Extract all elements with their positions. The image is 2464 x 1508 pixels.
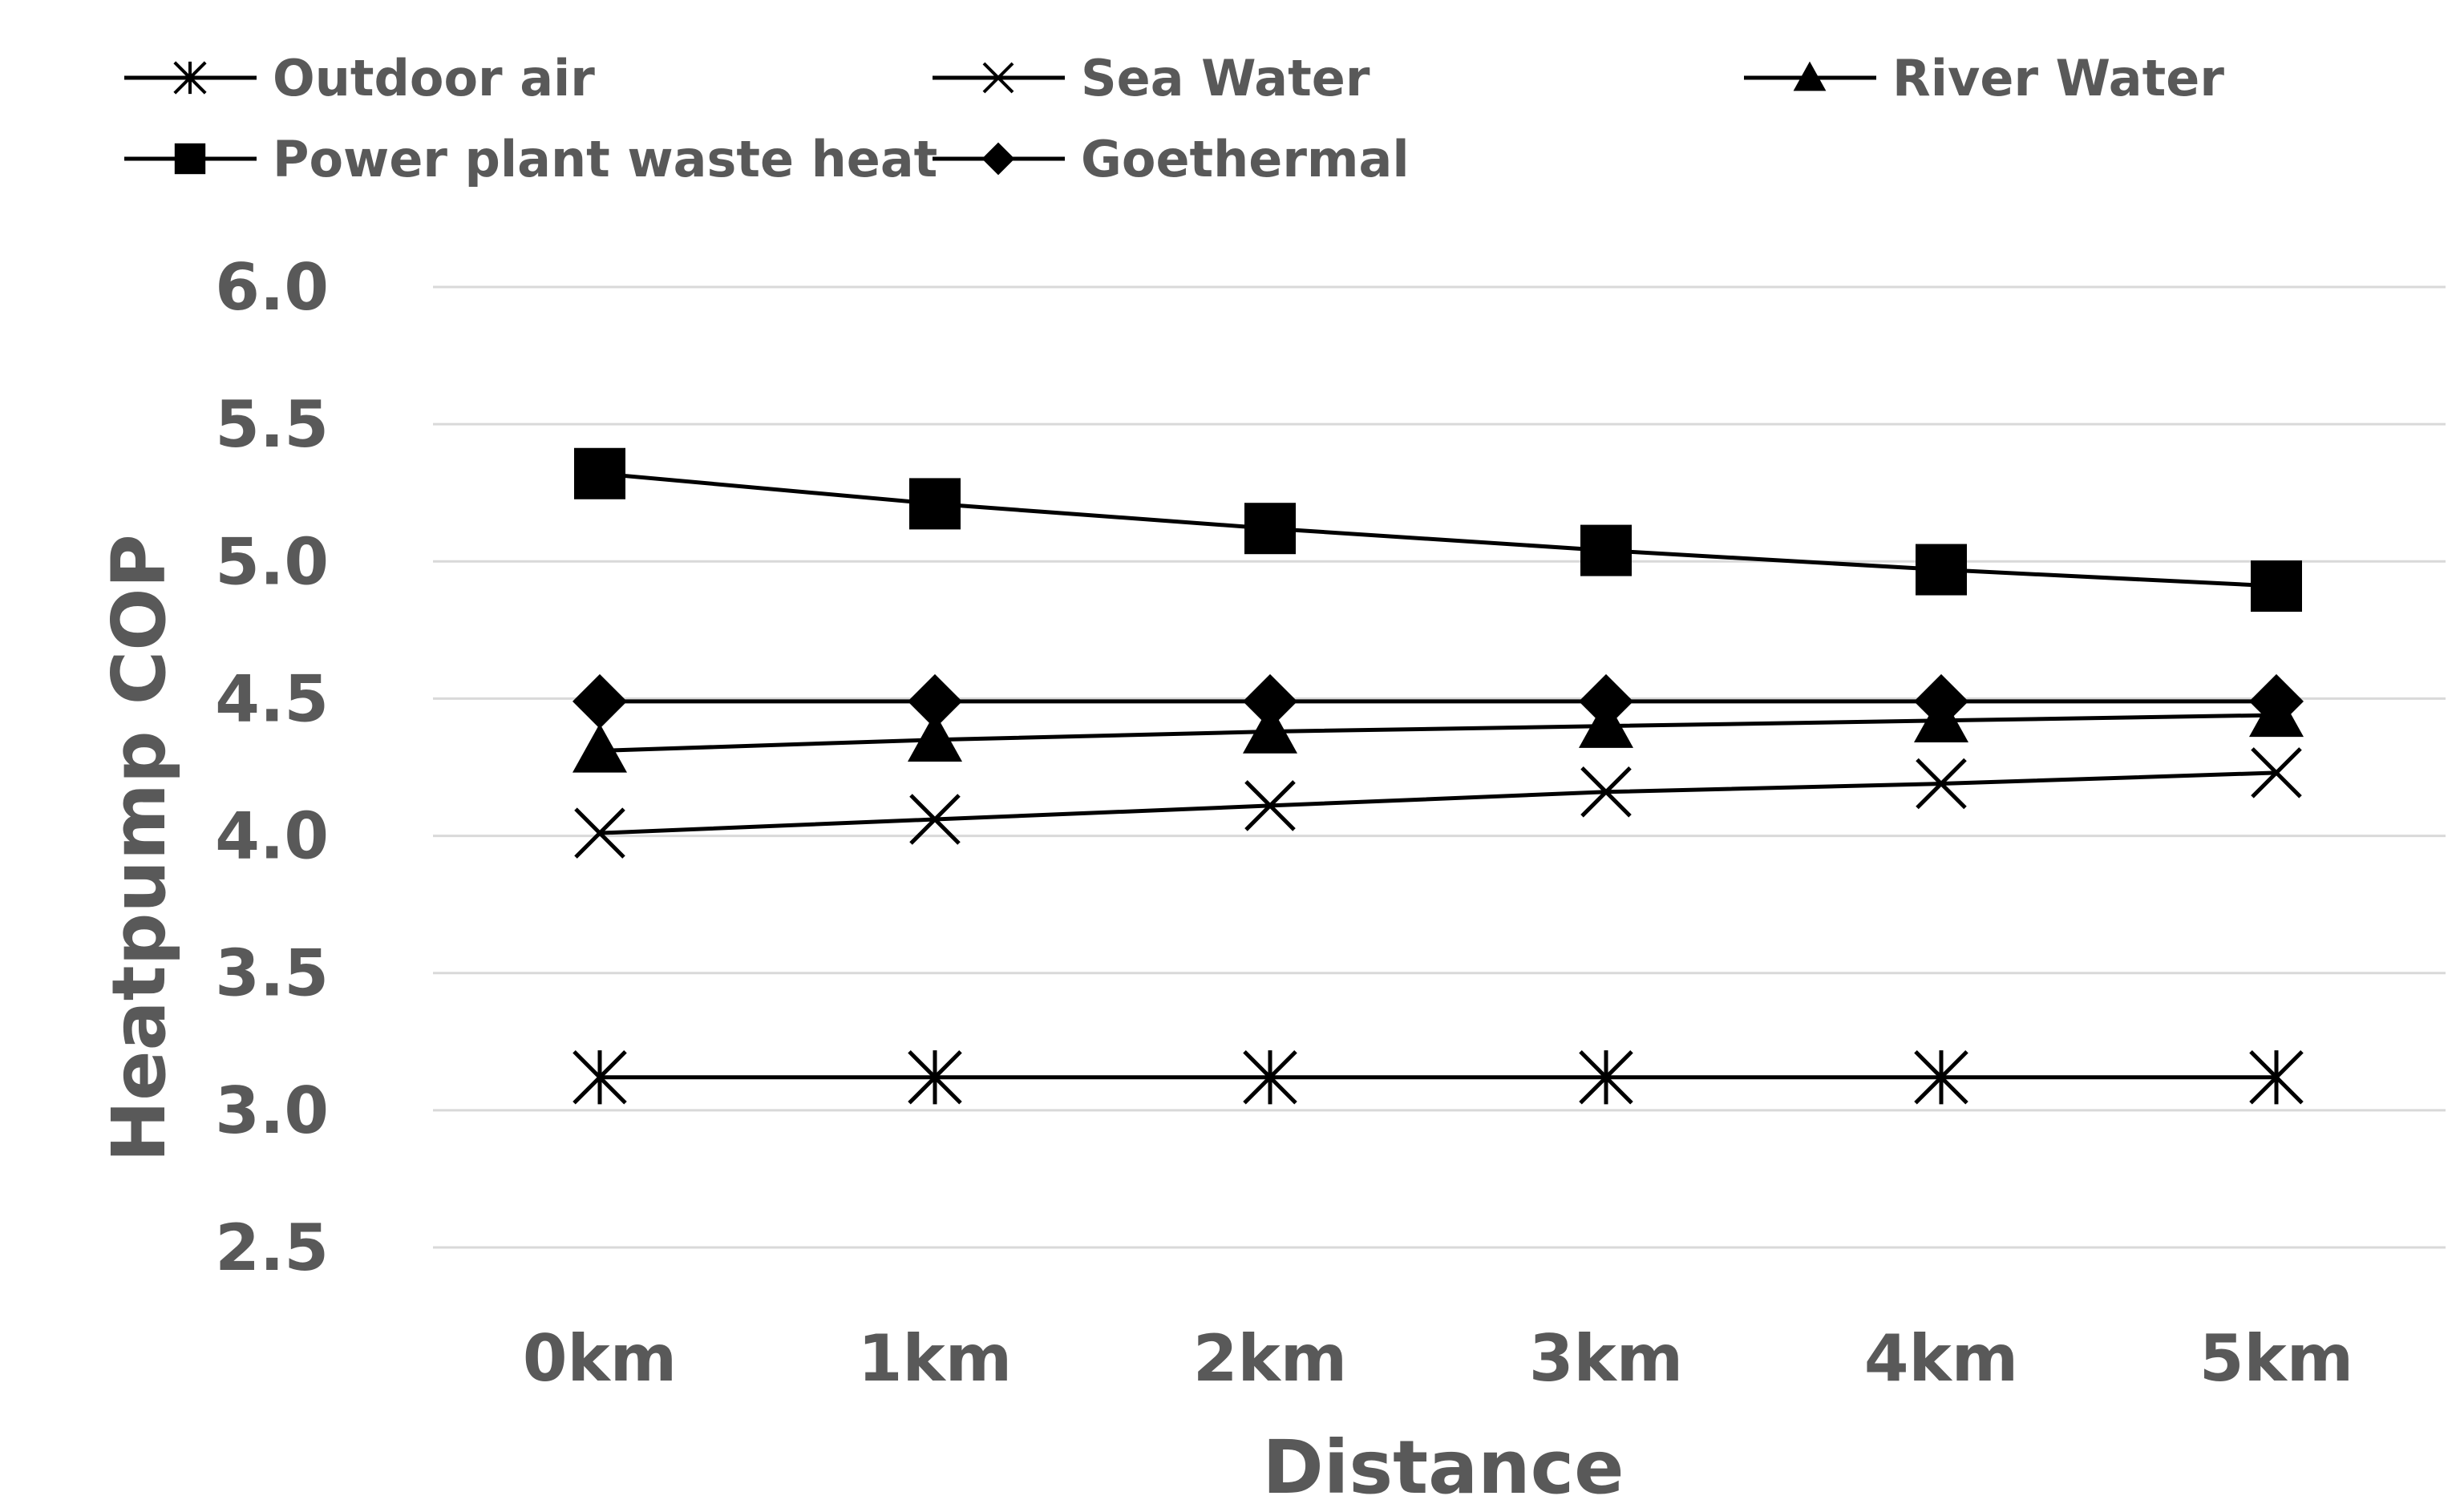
data-point (574, 807, 625, 859)
x-tick-label: 1km (858, 1321, 1012, 1396)
data-point (908, 673, 962, 729)
data-point (2251, 747, 2302, 798)
legend-entry: Goethermal (933, 130, 1410, 188)
series-power-plant-waste-heat (574, 447, 2302, 612)
legend-label: Power plant waste heat (273, 130, 937, 188)
legend-label: Outdoor air (273, 49, 595, 107)
data-point (573, 1050, 627, 1105)
series-goethermal (573, 673, 2304, 729)
y-tick-label: 2.5 (215, 1211, 329, 1285)
y-tick-label: 4.0 (215, 799, 329, 874)
data-point (1580, 766, 1632, 818)
x-axis-ticks: 0km 1km 2km 3km 4km 5km (523, 1321, 2353, 1396)
x-tick-label: 3km (1529, 1321, 1683, 1396)
y-tick-label: 4.5 (215, 661, 329, 736)
data-point (908, 712, 962, 762)
data-point (1580, 524, 1632, 576)
data-point (2251, 560, 2302, 612)
legend-marker (982, 62, 1014, 94)
data-point (573, 723, 627, 773)
series-group (573, 447, 2304, 1105)
data-point (1579, 1050, 1633, 1105)
gridlines (433, 285, 2446, 1249)
legend-marker (981, 142, 1015, 176)
data-point (1914, 673, 1968, 729)
x-tick-label: 2km (1193, 1321, 1347, 1396)
data-point (908, 1050, 962, 1105)
data-point (1243, 704, 1297, 754)
data-point (909, 478, 961, 530)
y-tick-label: 6.0 (215, 250, 329, 325)
legend-marker (1793, 61, 1827, 91)
legend-entry: Power plant waste heat (124, 130, 937, 188)
data-point (1243, 1050, 1297, 1105)
data-point (2249, 673, 2304, 729)
legend-entry: Outdoor air (124, 49, 595, 107)
data-point (2249, 1050, 2304, 1105)
y-axis-ticks: 2.5 3.0 3.5 4.0 4.5 5.0 5.5 6.0 (215, 250, 329, 1285)
series-sea-water (574, 747, 2302, 859)
legend-entry: River Water (1744, 49, 2224, 107)
legend-label: River Water (1892, 49, 2224, 107)
series-outdoor-air (573, 1050, 2304, 1105)
x-tick-label: 0km (523, 1321, 677, 1396)
y-tick-label: 5.0 (215, 524, 329, 599)
data-point (909, 794, 961, 845)
legend-entry: Sea Water (933, 49, 1370, 107)
legend-marker (173, 61, 207, 95)
data-point (1914, 1050, 1968, 1105)
data-point (1243, 673, 1297, 729)
y-tick-label: 5.5 (215, 387, 329, 462)
x-tick-label: 4km (1864, 1321, 2018, 1396)
series-line (599, 713, 2277, 753)
x-tick-label: 5km (2199, 1321, 2353, 1396)
data-point (574, 447, 625, 499)
data-point (1916, 544, 1967, 596)
legend: Outdoor air Sea Water River Water Power pla… (124, 49, 2224, 188)
y-tick-label: 3.5 (215, 936, 329, 1011)
data-point (1244, 780, 1296, 831)
data-point (1579, 673, 1633, 729)
data-point (1916, 758, 1967, 810)
legend-marker (174, 143, 206, 175)
data-point (1244, 503, 1296, 555)
y-axis-title: Heatpump COP (96, 534, 182, 1162)
legend-label: Sea Water (1081, 49, 1370, 107)
x-axis-title: Distance (1262, 1425, 1624, 1508)
legend-label: Goethermal (1081, 130, 1410, 188)
data-point (573, 673, 627, 729)
series-line (599, 471, 2277, 588)
series-line (599, 770, 2277, 835)
y-tick-label: 3.0 (215, 1073, 329, 1148)
